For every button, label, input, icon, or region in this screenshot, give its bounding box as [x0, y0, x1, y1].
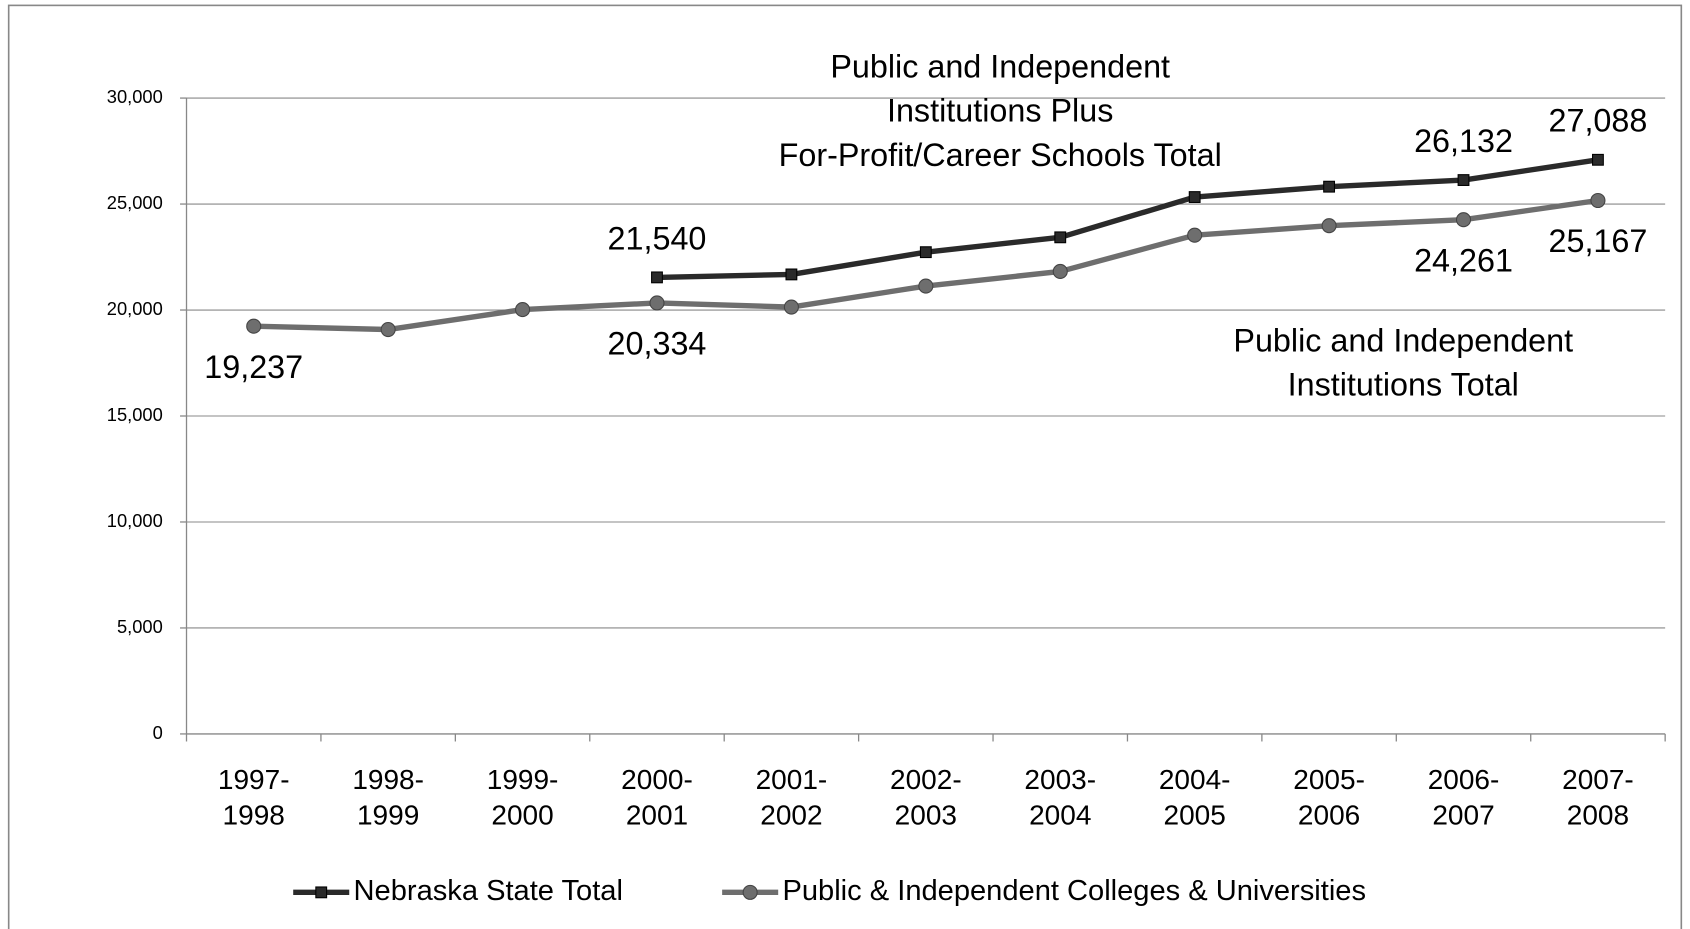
y-tick-label: 15,000 [107, 404, 163, 425]
annotation: For-Profit/Career Schools Total [779, 137, 1222, 173]
x-tick-label: 2001 [626, 799, 688, 830]
x-tick-label: 2006 [1298, 799, 1360, 830]
data-label: 24,261 [1414, 242, 1513, 278]
data-point [1187, 227, 1203, 243]
x-tick-label: 2007- [1562, 764, 1634, 795]
legend-label: Nebraska State Total [354, 875, 623, 907]
series-line [656, 157, 1599, 281]
x-tick-label: 2004 [1029, 799, 1091, 830]
y-tick-label: 20,000 [107, 298, 163, 319]
data-point [919, 246, 932, 259]
x-tick-label: 2006- [1428, 764, 1500, 795]
annotation: Public and Independent [1233, 322, 1573, 358]
data-point [1457, 174, 1470, 186]
data-point [1323, 180, 1336, 193]
x-tick-label: 2003 [895, 799, 957, 830]
data-point [1321, 218, 1337, 234]
data-point [380, 321, 396, 338]
data-point [246, 318, 262, 334]
x-tick-label: 2008 [1567, 799, 1629, 830]
data-point [1455, 212, 1472, 228]
legend-marker [315, 886, 328, 899]
x-tick-label: 1999- [487, 764, 559, 795]
y-tick-label: 30,000 [107, 86, 163, 107]
annotation: Institutions Total [1288, 366, 1519, 402]
data-point [1188, 191, 1201, 203]
data-point [649, 295, 665, 311]
x-tick-label: 2001- [756, 764, 828, 795]
data-label: 20,334 [608, 326, 707, 362]
x-tick-label: 1997- [218, 764, 290, 795]
chart-border [7, 4, 1683, 929]
annotation: Public and Independent [830, 49, 1170, 85]
x-tick-label: 1999 [357, 799, 419, 830]
y-tick-label: 0 [153, 722, 163, 743]
data-point [783, 299, 799, 315]
x-tick-label: 2005 [1164, 799, 1226, 830]
x-tick-label: 2003- [1024, 764, 1096, 795]
x-tick-label: 2002- [890, 764, 962, 795]
x-tick-label: 2007 [1432, 799, 1494, 830]
data-point [918, 278, 934, 294]
data-point [1592, 153, 1604, 166]
x-tick-label: 2004- [1159, 764, 1231, 795]
data-label: 21,540 [608, 220, 707, 256]
data-point [1590, 192, 1606, 209]
annotation: Institutions Plus [887, 93, 1113, 129]
legend-label: Public & Independent Colleges & Universi… [782, 875, 1366, 907]
data-point [1054, 231, 1067, 244]
x-tick-label: 2000- [621, 764, 693, 795]
y-tick-label: 5,000 [117, 616, 163, 637]
x-tick-label: 1998- [352, 764, 424, 795]
data-label: 19,237 [204, 349, 303, 385]
x-tick-label: 2002 [760, 799, 822, 830]
data-point [515, 302, 531, 318]
data-point [1052, 263, 1068, 279]
data-point [651, 271, 663, 284]
y-tick-label: 10,000 [107, 510, 163, 531]
x-tick-label: 2000 [491, 799, 553, 830]
data-label: 26,132 [1414, 123, 1513, 159]
x-tick-label: 2005- [1293, 764, 1365, 795]
y-tick-label: 25,000 [107, 192, 163, 213]
data-label: 27,088 [1548, 103, 1647, 139]
legend-marker [742, 884, 758, 900]
x-tick-label: 1998 [223, 799, 285, 830]
data-label: 25,167 [1548, 223, 1647, 259]
data-point [785, 268, 798, 281]
